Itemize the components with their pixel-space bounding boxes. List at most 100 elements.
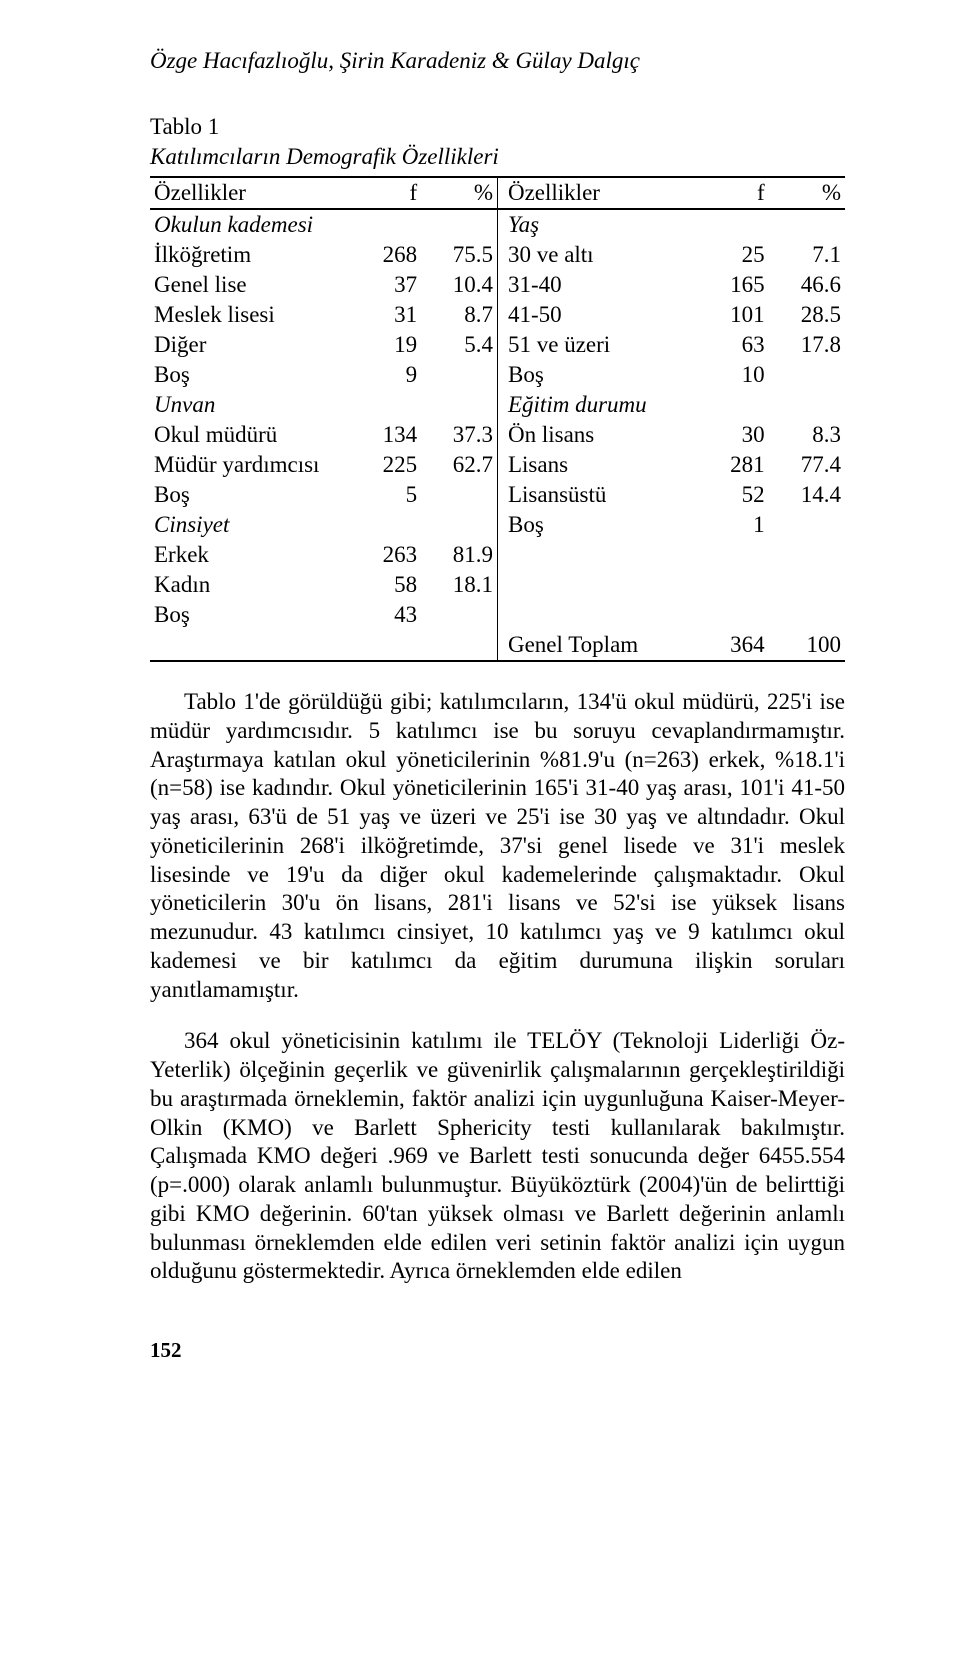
table-cell: Boş: [497, 360, 698, 390]
table-cell: 8.3: [769, 420, 845, 450]
table-cell: 25: [698, 240, 768, 270]
table-cell: [769, 570, 845, 600]
table-cell: Erkek: [150, 540, 351, 570]
table-cell: 58: [351, 570, 421, 600]
table-cell: 10: [698, 360, 768, 390]
table-cell: 30: [698, 420, 768, 450]
table-cell: [497, 570, 698, 600]
table-cell: [421, 360, 497, 390]
table-cell: Meslek lisesi: [150, 300, 351, 330]
table-cell: [421, 600, 497, 630]
table-cell: [421, 390, 497, 420]
table-cell: 37: [351, 270, 421, 300]
table-cell: 5.4: [421, 330, 497, 360]
table-cell: [769, 360, 845, 390]
page-number: 152: [150, 1338, 845, 1363]
table-cell: 18.1: [421, 570, 497, 600]
demographics-table: Özelliklerf%Özelliklerf%Okulun kademesiY…: [150, 176, 845, 662]
col-header: f: [698, 177, 768, 209]
paragraph-1: Tablo 1'de görüldüğü gibi; katılımcıları…: [150, 688, 845, 1004]
table-cell: 10.4: [421, 270, 497, 300]
table-caption: Katılımcıların Demografik Özellikleri: [150, 144, 845, 170]
table-cell: 263: [351, 540, 421, 570]
table-cell: [769, 209, 845, 240]
table-cell: 43: [351, 600, 421, 630]
table-cell: 225: [351, 450, 421, 480]
table-cell: Okulun kademesi: [150, 209, 351, 240]
col-header: %: [769, 177, 845, 209]
table-cell: 1: [698, 510, 768, 540]
table-cell: 37.3: [421, 420, 497, 450]
table-cell: Cinsiyet: [150, 510, 351, 540]
col-header: Özellikler: [150, 177, 351, 209]
table-cell: [497, 600, 698, 630]
table-cell: [769, 390, 845, 420]
table-cell: [351, 390, 421, 420]
table-cell: 134: [351, 420, 421, 450]
table-cell: Boş: [497, 510, 698, 540]
table-cell: 364: [698, 630, 768, 661]
col-header: f: [351, 177, 421, 209]
table-cell: 75.5: [421, 240, 497, 270]
table-cell: 268: [351, 240, 421, 270]
table-cell: İlköğretim: [150, 240, 351, 270]
table-cell: Genel lise: [150, 270, 351, 300]
table-cell: 52: [698, 480, 768, 510]
table-cell: 8.7: [421, 300, 497, 330]
table-cell: Müdür yardımcısı: [150, 450, 351, 480]
table-cell: [769, 540, 845, 570]
table-cell: 101: [698, 300, 768, 330]
table-cell: Lisansüstü: [497, 480, 698, 510]
table-cell: 62.7: [421, 450, 497, 480]
table-cell: [698, 390, 768, 420]
table-cell: 165: [698, 270, 768, 300]
table-cell: 7.1: [769, 240, 845, 270]
table-cell: 9: [351, 360, 421, 390]
paragraph-2: 364 okul yöneticisinin katılımı ile TELÖ…: [150, 1027, 845, 1286]
table-cell: Eğitim durumu: [497, 390, 698, 420]
table-cell: 77.4: [769, 450, 845, 480]
table-cell: 5: [351, 480, 421, 510]
table-cell: Kadın: [150, 570, 351, 600]
table-cell: [698, 570, 768, 600]
page-header-authors: Özge Hacıfazlıoğlu, Şirin Karadeniz & Gü…: [150, 48, 845, 74]
table-cell: 31-40: [497, 270, 698, 300]
table-cell: Lisans: [497, 450, 698, 480]
table-cell: Okul müdürü: [150, 420, 351, 450]
table-cell: 51 ve üzeri: [497, 330, 698, 360]
table-label: Tablo 1: [150, 114, 845, 140]
table-cell: 100: [769, 630, 845, 661]
table-cell: [351, 630, 421, 661]
table-cell: Boş: [150, 360, 351, 390]
table-cell: [421, 209, 497, 240]
table-cell: [351, 209, 421, 240]
table-cell: 46.6: [769, 270, 845, 300]
col-header: Özellikler: [497, 177, 698, 209]
table-cell: Boş: [150, 480, 351, 510]
table-cell: [698, 209, 768, 240]
table-cell: 41-50: [497, 300, 698, 330]
table-cell: Ön lisans: [497, 420, 698, 450]
table-cell: [769, 600, 845, 630]
table-cell: 14.4: [769, 480, 845, 510]
table-cell: 17.8: [769, 330, 845, 360]
table-cell: Yaş: [497, 209, 698, 240]
table-cell: 28.5: [769, 300, 845, 330]
table-cell: [421, 630, 497, 661]
table-cell: 31: [351, 300, 421, 330]
table-cell: [698, 600, 768, 630]
table-cell: Boş: [150, 600, 351, 630]
col-header: %: [421, 177, 497, 209]
table-cell: Unvan: [150, 390, 351, 420]
table-cell: Diğer: [150, 330, 351, 360]
table-cell: [421, 510, 497, 540]
table-cell: [698, 540, 768, 570]
table-cell: 281: [698, 450, 768, 480]
table-cell: 63: [698, 330, 768, 360]
table-cell: 30 ve altı: [497, 240, 698, 270]
table-cell: 81.9: [421, 540, 497, 570]
table-cell: [497, 540, 698, 570]
table-cell: Genel Toplam: [497, 630, 698, 661]
table-cell: [769, 510, 845, 540]
table-cell: 19: [351, 330, 421, 360]
